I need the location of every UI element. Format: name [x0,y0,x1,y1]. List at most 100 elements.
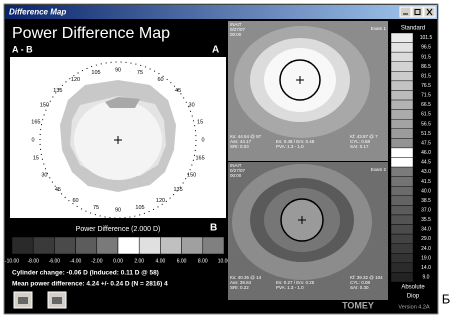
scale-swatch [391,215,413,225]
scale-value: 96.5 [421,45,431,51]
angle-label: 135 [174,187,183,193]
scale-label: -4.00 [70,258,82,264]
scale-swatch [76,237,97,254]
scale-label: 8.00 [198,258,208,264]
scale-swatch [391,129,413,139]
angle-label: 75 [137,70,143,76]
label-a: A [212,45,219,56]
window-buttons[interactable] [400,7,435,17]
scale-label: 0.00 [113,258,123,264]
angle-label: 105 [135,205,144,211]
cylinder-text: Cylinder change: -0.06 D (Induced: 0.11 … [12,270,159,277]
scale-value: 37.0 [421,208,431,214]
window-title: Difference Map [9,8,66,17]
angle-label: 165 [31,119,40,125]
scale-value: 41.5 [421,179,431,185]
scale-swatch [391,138,413,148]
angle-label: 150 [40,102,49,108]
scale-value: 14.0 [421,265,431,271]
panel-stat: PVA: 1.3 - 1.0 [276,285,304,290]
print-button[interactable] [14,292,32,308]
scale-swatch [182,237,203,254]
scale-swatch [391,272,413,282]
panel-info: 00:00 [230,32,242,37]
scale-label: 4.00 [156,258,166,264]
panel-stat: SRI: 0.22 [230,285,249,290]
scale-value: 38.5 [421,198,431,204]
scale-label: -8.00 [27,258,39,264]
panel-info: 00:00 [230,173,242,178]
title-bar [5,5,437,19]
scale-footer: Absolute [401,285,425,291]
scale-value: 40.0 [421,188,431,194]
scale-swatch [391,158,413,168]
panel-stat: PVA: 1.3 - 1.0 [276,144,304,149]
scale-value: 19.0 [421,255,431,261]
scale-swatch [391,148,413,158]
scale-swatch [54,237,75,254]
scale-swatch [391,186,413,196]
scale-value: 51.5 [421,131,431,137]
angle-label: 45 [175,88,181,94]
scale-value: 101.5 [420,35,433,41]
scale-value: 24.0 [421,246,431,252]
scale-value: 34.0 [421,227,431,233]
scale-unit: Diop [407,294,420,300]
angle-label: 60 [157,77,163,83]
scale-swatch [391,110,413,120]
angle-label: 120 [156,198,165,204]
maximize-button[interactable] [412,7,423,17]
scale-swatch [97,237,118,254]
angle-label: 75 [93,205,99,211]
scale-swatch [391,90,413,100]
angle-label: 15 [33,156,39,162]
scale-swatch [391,205,413,215]
scale-swatch [139,237,160,254]
scale-swatch [12,237,33,254]
scale-title: Power Difference (2.000 D) [76,226,161,233]
map-title: Power Difference Map [12,25,170,42]
angle-label: 120 [71,77,80,83]
scale-swatch [391,33,413,43]
angle-label: 0 [201,137,204,143]
angle-label: 135 [53,88,62,94]
scale-value: 46.0 [421,150,431,156]
brand: TOMEY [342,300,374,310]
scale-label: -2.00 [91,258,103,264]
scale-swatch [391,43,413,53]
angle-label: 45 [55,187,61,193]
angle-label: 165 [196,156,205,162]
scale-value: 43.0 [421,169,431,175]
scale-swatch [391,119,413,129]
scale-swatch [391,81,413,91]
mean-text: Mean power difference: 4.24 +/- 0.24 D (… [12,281,168,288]
scale-swatch [391,71,413,81]
scale-swatch [33,237,54,254]
scale-swatch [391,253,413,263]
minimize-button[interactable] [400,7,411,17]
scale-swatch [203,237,224,254]
scale-value: 35.5 [421,217,431,223]
screen: Difference Map Power Difference Map A - … [0,0,457,319]
label-b: B [210,223,217,234]
scale-value: 81.5 [421,73,431,79]
angle-label: 90 [115,67,121,73]
panel-stat: SAI: 0.17 [350,144,369,149]
angle-label: 150 [187,172,196,178]
scale-label: 2.00 [134,258,144,264]
save-button[interactable] [48,292,66,308]
scale-label: 6.00 [177,258,187,264]
panel-info: Exam 1 [371,26,387,31]
angle-label: 30 [189,102,195,108]
outside-label: Б [442,291,451,306]
scale-value: 71.5 [421,93,431,99]
scale-label: -10.00 [5,258,19,264]
scale-swatch [160,237,181,254]
angle-label: 60 [72,198,78,204]
scale-swatch [391,167,413,177]
panel-info: Exam 2 [371,167,387,172]
panel-stat: SAI: 0.30 [350,285,369,290]
scale-value: 86.5 [421,64,431,70]
scale-swatch [391,225,413,235]
scale-swatch [391,263,413,273]
